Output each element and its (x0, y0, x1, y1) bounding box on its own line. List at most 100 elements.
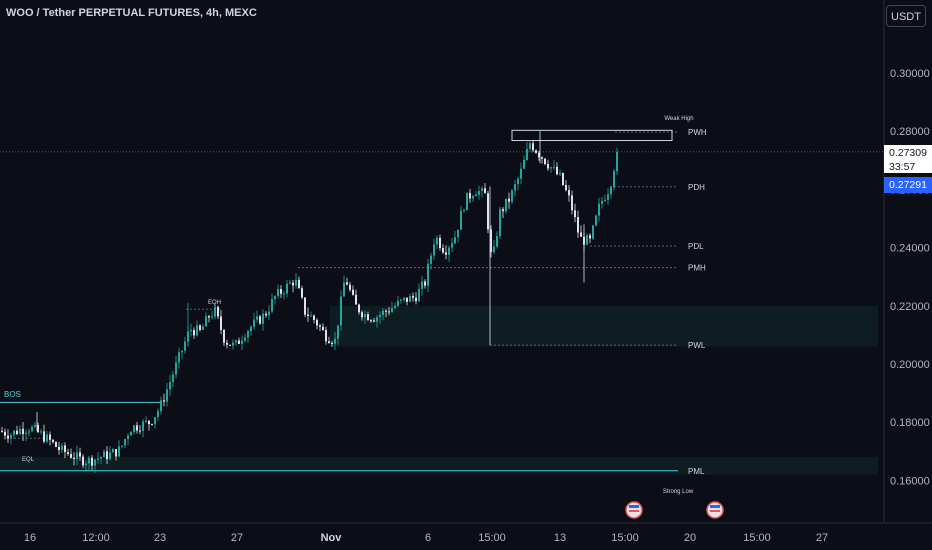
event-flag-stripe (629, 505, 639, 508)
annotation-strong-low: Strong Low (663, 489, 694, 495)
candle-body (373, 320, 375, 322)
x-tick-label: 16 (24, 532, 36, 544)
event-flag-icon[interactable] (706, 501, 724, 519)
candle-body (448, 247, 450, 255)
candle-body (577, 217, 579, 233)
candle-body (412, 295, 414, 298)
candle-body (196, 325, 198, 336)
candle-body (406, 297, 408, 302)
candle-body (154, 417, 156, 425)
candle-body (358, 304, 360, 313)
candle-body (409, 295, 411, 302)
candle-body (91, 457, 93, 466)
candle-body (148, 420, 150, 425)
candle-body (28, 431, 30, 433)
candle-body (613, 171, 615, 188)
currency-button[interactable]: USDT (886, 5, 926, 27)
candle-body (136, 425, 138, 431)
candle-body (76, 452, 78, 459)
candle-body (343, 282, 345, 297)
candle-body (586, 235, 588, 245)
candle-body (574, 210, 576, 218)
level-label-pdh: PDH (688, 183, 705, 192)
candle-body (85, 463, 87, 466)
event-flag-stripe (710, 510, 720, 512)
candle-body (289, 282, 291, 284)
candle-body (268, 311, 270, 316)
candle-body (169, 381, 171, 390)
candle-body (43, 431, 45, 442)
candle-body (442, 247, 444, 253)
candle-body (535, 150, 537, 153)
candle-body (319, 325, 321, 327)
candle-body (130, 431, 132, 436)
candle-body (142, 421, 144, 431)
candle-body (433, 244, 435, 256)
candle-body (124, 439, 126, 446)
candle-body (211, 316, 213, 318)
candle-body (67, 452, 69, 454)
current-price-tag: 0.27291 (884, 177, 932, 193)
candle-body (451, 243, 453, 248)
candle-body (55, 441, 57, 447)
event-flag-icon[interactable] (625, 501, 643, 519)
candle-body (550, 167, 552, 169)
candle-body (10, 434, 12, 439)
candle-body (175, 362, 177, 375)
candle-body (394, 305, 396, 309)
candle-body (73, 457, 75, 459)
candle-body (334, 338, 336, 344)
candle-body (598, 203, 600, 216)
candle-body (538, 152, 540, 158)
candle-body (4, 431, 6, 436)
candle-body (52, 439, 54, 442)
candle-body (361, 312, 363, 318)
candle-body (283, 293, 285, 295)
candle-body (313, 315, 315, 320)
candle-body (481, 188, 483, 191)
candle-body (82, 456, 84, 466)
candle-body (64, 445, 66, 453)
level-label-pmh: PMH (688, 264, 706, 273)
candle-body (286, 283, 288, 294)
candle-body (241, 340, 243, 344)
bar-countdown: 33:57 (889, 161, 916, 173)
candle-body (172, 374, 174, 382)
candle-body (484, 188, 486, 194)
candle-body (511, 190, 513, 202)
level-label-pwl: PWL (688, 341, 706, 350)
candle-body (70, 453, 72, 458)
candle-body (127, 435, 129, 440)
candle-body (325, 330, 327, 342)
candle-body (445, 252, 447, 255)
candle-body (541, 157, 543, 159)
candle-body (31, 426, 33, 432)
candle-body (118, 446, 120, 457)
candle-body (100, 457, 102, 459)
x-tick-label: 15:00 (611, 532, 639, 544)
candle-body (49, 434, 51, 440)
candle-body (184, 341, 186, 351)
candle-body (532, 143, 534, 151)
candle-body (94, 459, 96, 466)
candle-body (238, 340, 240, 344)
y-tick-label: 0.24000 (890, 243, 930, 255)
candle-body (379, 314, 381, 318)
candle-body (193, 330, 195, 336)
candle-body (304, 297, 306, 315)
candle-body (34, 424, 36, 427)
level-label-pml: PML (688, 467, 705, 476)
candle-body (487, 193, 489, 230)
candle-body (472, 196, 474, 199)
candle-body (571, 195, 573, 211)
candle-body (364, 314, 366, 318)
candle-body (421, 281, 423, 289)
candle-body (562, 172, 564, 185)
candle-body (190, 330, 192, 332)
candle-body (547, 164, 549, 169)
x-tick-label: Nov (321, 532, 343, 544)
weak-high-box (511, 129, 673, 142)
candle-body (1, 430, 3, 432)
candle-body (340, 296, 342, 326)
